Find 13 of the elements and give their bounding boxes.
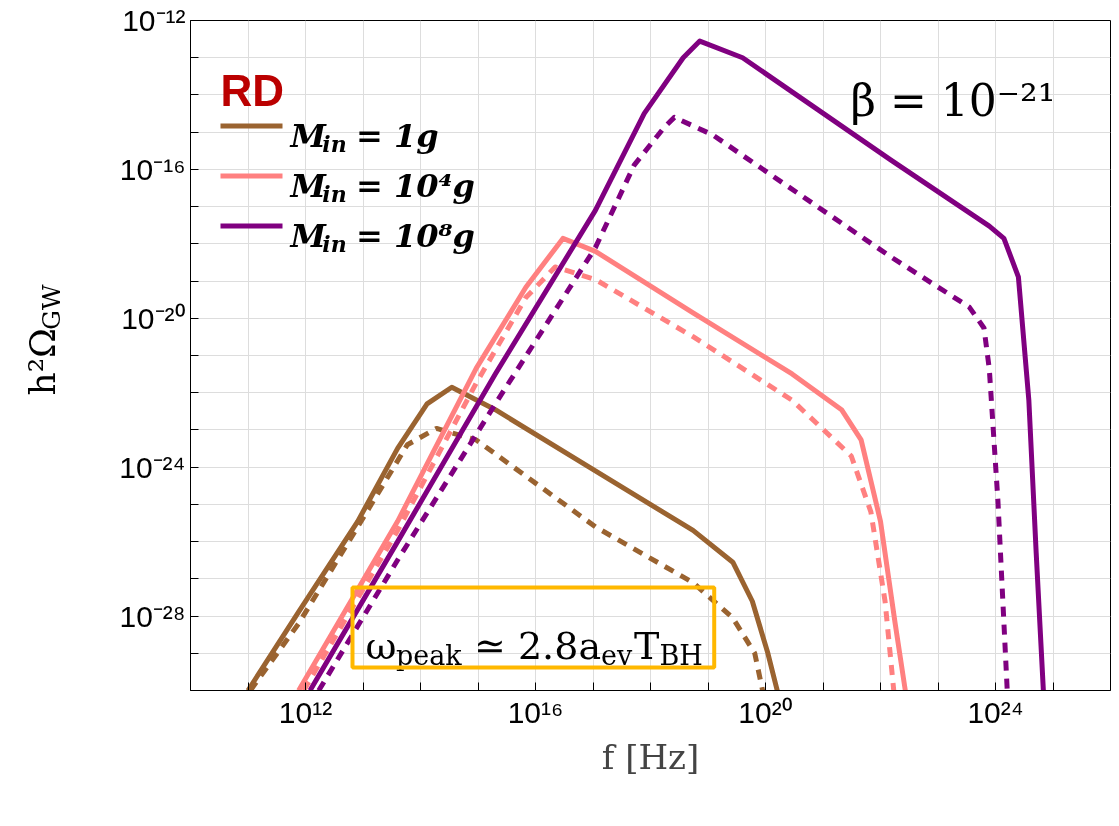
- annotation: β = 10⁻²¹: [850, 75, 1056, 126]
- x-tick-label: 10¹⁶: [507, 695, 564, 729]
- x-tick-label: 10²⁴: [967, 695, 1024, 729]
- y-tick-label: 10⁻²⁴: [119, 450, 186, 484]
- y-axis-title: h²ΩGW: [22, 284, 66, 396]
- y-tick-label: 10⁻¹²: [122, 4, 186, 37]
- x-tick-label: 10²⁰: [738, 695, 793, 729]
- x-tick-label: 10¹²: [278, 695, 333, 729]
- x-axis-title: f [Hz]: [601, 736, 700, 777]
- y-tick-label: 10⁻²⁰: [121, 301, 186, 335]
- y-tick-label: 10⁻²⁸: [119, 599, 186, 633]
- legend-title: RD: [220, 66, 285, 115]
- y-tick-label: 10⁻¹⁶: [119, 152, 186, 186]
